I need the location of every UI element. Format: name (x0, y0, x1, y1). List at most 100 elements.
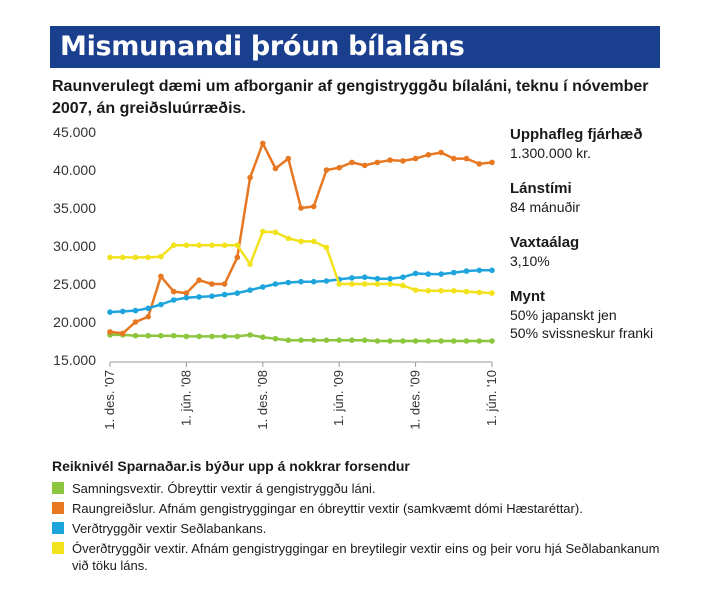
data-point (463, 338, 470, 344)
data-point (221, 291, 228, 298)
data-point (476, 338, 483, 344)
y-tick-label: 45.000 (53, 124, 96, 140)
data-point (361, 274, 368, 280)
data-point (145, 254, 151, 261)
data-point (196, 277, 202, 283)
data-point (170, 242, 177, 248)
series-line (109, 142, 493, 335)
data-point (183, 333, 190, 340)
data-point (183, 242, 190, 248)
data-point (132, 254, 139, 261)
legend-swatch-yellow (52, 542, 64, 554)
data-point (374, 159, 381, 166)
data-point (400, 282, 406, 289)
data-point (158, 253, 164, 260)
y-tick-label: 20.000 (53, 314, 96, 330)
legend-swatch-blue (52, 522, 64, 534)
data-point (209, 242, 215, 248)
data-point (107, 309, 113, 315)
data-point (412, 270, 419, 277)
data-point (260, 284, 266, 290)
data-point (298, 238, 304, 245)
data-point (438, 149, 444, 156)
info-margin-label: Vaxtaálag (510, 234, 580, 251)
data-point (234, 333, 241, 340)
y-tick-label: 40.000 (53, 162, 96, 178)
data-point (221, 333, 228, 340)
data-point (107, 254, 113, 261)
data-point (298, 337, 304, 343)
data-point (221, 281, 228, 287)
legend-swatch-orange (52, 502, 64, 514)
x-axis: 1. des. '07 1. jún. '08 1. des. '08 1. jún.… (102, 361, 499, 430)
data-point (285, 235, 292, 242)
data-point (132, 319, 139, 325)
data-point (234, 290, 241, 296)
info-margin-value: 3,10% (510, 253, 550, 269)
info-margin: Vaxtaálag 3,10% (510, 234, 579, 270)
line-chart: 15.000 20.000 25.000 30.000 35.000 40.000 45.0… (53, 124, 499, 430)
legend-title: Reiknivél Sparnaðar.is býður upp á nokkr… (52, 458, 410, 474)
legend-item-verdtryggdir: Verðtryggðir vextir Seðlabankans. (52, 520, 672, 537)
data-point (336, 337, 343, 343)
info-currency-label: Mynt (510, 288, 545, 305)
data-point (272, 229, 279, 236)
data-point (349, 337, 355, 343)
data-point (196, 333, 202, 340)
data-point (451, 269, 457, 276)
data-point (196, 294, 202, 300)
data-point (451, 288, 457, 294)
data-point (425, 288, 432, 294)
data-point (374, 338, 381, 344)
data-point (234, 242, 241, 248)
data-point (349, 159, 355, 166)
data-point (272, 281, 279, 287)
info-amount-value: 1.300.000 kr. (510, 145, 591, 161)
data-point (196, 242, 202, 248)
x-tick-label: 1. des. '08 (255, 370, 270, 430)
legend-item-samningsvextir: Samningsvextir. Óbreyttir vextir á gengi… (52, 480, 672, 497)
data-point (298, 205, 304, 211)
legend-text: Verðtryggðir vextir Seðlabankans. (72, 521, 267, 536)
data-point (158, 301, 164, 308)
data-point (209, 281, 215, 287)
data-point (438, 288, 444, 294)
data-point (463, 155, 470, 162)
data-point (425, 271, 432, 277)
data-point (489, 159, 495, 166)
data-point (336, 164, 343, 171)
data-point (425, 338, 432, 344)
data-point (234, 254, 241, 261)
data-point (170, 297, 177, 303)
data-point (260, 140, 266, 147)
legend-item-raungreidslur: Raungreiðslur. Afnám gengistryggingar en… (52, 500, 672, 517)
data-point (400, 338, 406, 344)
data-point (451, 338, 457, 344)
data-point (132, 332, 139, 339)
data-point (361, 162, 368, 169)
data-point (451, 155, 457, 162)
data-point (260, 228, 266, 235)
data-point (170, 288, 177, 295)
data-point (247, 332, 253, 338)
x-tick-label: 1. jún. '10 (484, 370, 499, 426)
data-point (158, 332, 164, 339)
data-point (489, 290, 495, 296)
y-axis: 15.000 20.000 25.000 30.000 35.000 40.000 45.0… (53, 124, 96, 368)
data-point (374, 281, 381, 287)
data-point (107, 329, 113, 335)
legend-text: Samningsvextir. Óbreyttir vextir á gengi… (72, 481, 376, 496)
data-point (463, 288, 470, 295)
x-tick-label: 1. des. '07 (102, 370, 117, 430)
legend: Samningsvextir. Óbreyttir vextir á gengi… (52, 480, 672, 577)
data-point (489, 338, 495, 344)
data-point (387, 338, 393, 344)
data-point (476, 289, 483, 296)
data-point (349, 281, 355, 287)
data-point (119, 254, 126, 261)
data-point (400, 274, 406, 280)
data-point (285, 279, 292, 286)
data-point (463, 268, 470, 274)
info-term-value: 84 mánuðir (510, 199, 581, 215)
x-tick-label: 1. jún. '09 (331, 370, 346, 426)
